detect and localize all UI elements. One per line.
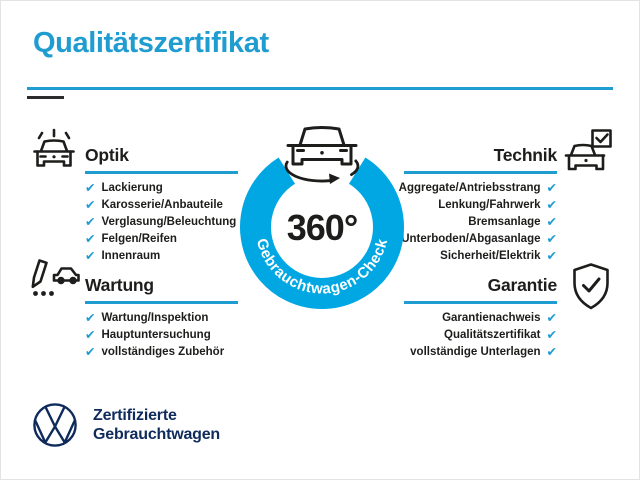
check-icon: ✔	[546, 248, 557, 263]
car-checkbox-icon	[561, 127, 615, 181]
check-icon: ✔	[85, 214, 96, 229]
check-icon: ✔	[546, 310, 557, 325]
section-technik: Technik ✔ Aggregate/Antriebsstrang ✔ Lenkun…	[385, 145, 558, 263]
section-title-optik: Optik	[85, 145, 129, 165]
section-garantie: Garantie ✔ Garantienachweis ✔ Qualitätszert…	[385, 275, 557, 358]
pencil-car-checklist-icon	[27, 255, 81, 311]
check-item: ✔ Lackierung	[85, 180, 257, 195]
sparkle-car-icon	[28, 125, 80, 181]
vw-logo	[31, 401, 79, 449]
check-item: ✔ Felgen/Reifen	[85, 233, 257, 246]
section-divider	[85, 301, 238, 304]
check-item-label: Hauptuntersuchung	[101, 328, 211, 341]
title-divider	[27, 87, 613, 90]
page-title: Qualitätszertifikat	[33, 27, 269, 59]
check-icon: ✔	[85, 231, 96, 246]
section-divider	[404, 171, 557, 174]
checklist-optik: ✔ Lackierung ✔ Karosserie/Anbauteile ✔ Vergla…	[85, 180, 257, 263]
accent-dash	[27, 96, 64, 99]
check-item: ✔ Karosserie/Anbauteile	[85, 199, 257, 212]
check-item-label: Innenraum	[101, 250, 161, 263]
check-item: ✔ Hauptuntersuchung	[85, 329, 257, 342]
check-item-label: Qualitätszertifikat	[444, 328, 541, 341]
checklist-wartung: ✔ Wartung/Inspektion ✔ Hauptuntersuchung ✔ vo…	[85, 310, 257, 359]
check-item-label: vollständiges Zubehör	[101, 345, 225, 358]
check-item-label: Unterboden/Abgasanlage	[401, 233, 541, 246]
check-item: ✔ Bremsanlage	[385, 216, 557, 229]
check-icon: ✔	[546, 344, 557, 359]
shield-check-icon	[568, 261, 614, 313]
check-item-label: Sicherheit/Elektrik	[440, 250, 541, 263]
check-icon: ✔	[546, 197, 557, 212]
check-item: ✔ Unterboden/Abgasanlage	[385, 233, 557, 246]
section-divider	[85, 171, 238, 174]
check-icon: ✔	[85, 180, 96, 195]
section-title-wartung: Wartung	[85, 275, 154, 295]
check-item-label: Lackierung	[101, 181, 163, 194]
section-optik: Optik ✔ Lackierung ✔ Karosserie/Anbauteile ✔…	[85, 145, 257, 262]
check-item: ✔ vollständiges Zubehör	[85, 346, 257, 359]
check-icon: ✔	[546, 180, 557, 195]
section-title-garantie: Garantie	[487, 275, 558, 295]
check-item-label: Aggregate/Antriebsstrang	[398, 181, 541, 194]
check-item: ✔ Wartung/Inspektion	[85, 310, 257, 325]
check-item-label: Wartung/Inspektion	[101, 311, 209, 324]
check-icon: ✔	[546, 327, 557, 342]
section-divider	[404, 301, 557, 304]
check-item-label: Lenkung/Fahrwerk	[438, 198, 541, 211]
ring-center-value: 360°	[287, 207, 357, 248]
check-item-label: Bremsanlage	[468, 215, 541, 228]
check-icon: ✔	[85, 344, 96, 359]
section-title-technik: Technik	[493, 145, 558, 165]
checklist-garantie: ✔ Garantienachweis ✔ Qualitätszertifikat ✔ vo…	[385, 310, 557, 359]
check-item: ✔ Aggregate/Antriebsstrang	[385, 180, 557, 195]
check-item: ✔ Lenkung/Fahrwerk	[385, 199, 557, 212]
check-icon: ✔	[85, 248, 96, 263]
checklist-technik: ✔ Aggregate/Antriebsstrang ✔ Lenkung/Fahrwe…	[385, 180, 557, 263]
check-item-label: vollständige Unterlagen	[410, 345, 541, 358]
section-wartung: Wartung ✔ Wartung/Inspektion ✔ Hauptuntersu…	[85, 275, 257, 358]
check-item-label: Garantienachweis	[442, 311, 541, 324]
brand-claim: Zertifizierte Gebrauchtwagen	[93, 406, 220, 444]
check-item: ✔ Innenraum	[85, 250, 257, 263]
check-icon: ✔	[85, 197, 96, 212]
ring-arc	[240, 157, 404, 309]
check-icon: ✔	[546, 231, 557, 246]
check-item: ✔ Sicherheit/Elektrik	[385, 250, 557, 263]
brand-claim-line1: Zertifizierte	[93, 407, 177, 424]
check-item: ✔ vollständige Unterlagen	[385, 346, 557, 359]
check-icon: ✔	[85, 327, 96, 342]
car-rotation-icon	[284, 126, 360, 184]
gebrauchtwagen-check-ring: 360° Gebrauchtwagen-Check	[230, 119, 416, 324]
check-item-label: Verglasung/Beleuchtung	[101, 215, 237, 228]
check-icon: ✔	[85, 310, 96, 325]
check-item: ✔ Verglasung/Beleuchtung	[85, 216, 257, 229]
check-icon: ✔	[546, 214, 557, 229]
brand-claim-line2: Gebrauchtwagen	[93, 426, 221, 443]
check-item: ✔ Qualitätszertifikat	[385, 329, 557, 342]
check-item-label: Karosserie/Anbauteile	[101, 198, 223, 211]
check-item-label: Felgen/Reifen	[101, 233, 177, 246]
check-item: ✔ Garantienachweis	[385, 310, 557, 325]
